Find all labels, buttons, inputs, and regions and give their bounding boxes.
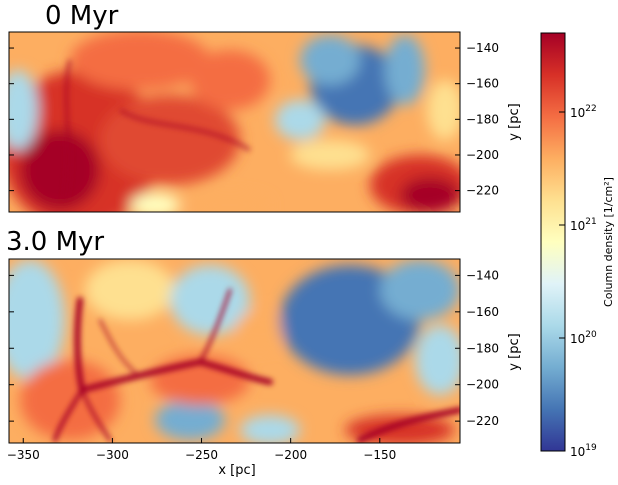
y-tick-label: −180 [466,112,499,126]
panel-title-bottom: 3.0 Myr [6,227,104,257]
y-tick-label: −140 [466,41,499,55]
colorbar-tick-label: 1019 [570,443,597,459]
y-axis-label-bottom: y [pc] [507,333,522,370]
y-tick-label: −160 [466,305,499,319]
colorbar [540,32,566,452]
x-tick-label: −300 [96,448,129,462]
y-axis-ticks-top: −140 −160 −180 −200 −220 [9,41,499,198]
x-axis-label: x [pc] [218,463,255,478]
y-tick-label: −220 [466,414,499,428]
y-axis-label-top: y [pc] [507,103,522,140]
x-tick-label: −350 [7,448,40,462]
x-tick-label: −250 [185,448,218,462]
colorbar-tick-label: 1020 [570,330,597,346]
colorbar-label: Column density [1/cm²] [602,177,615,307]
colorbar-tick-label: 1021 [570,217,597,233]
density-map-bottom [9,259,460,443]
y-tick-label: −220 [466,184,499,198]
y-tick-label: −180 [466,341,499,355]
colorbar-ticks: 1019 1020 1021 1022 [559,104,597,459]
y-tick-label: −140 [466,268,499,282]
x-tick-label: −150 [363,448,396,462]
y-tick-label: −160 [466,77,499,91]
plot-frame-top [8,31,461,213]
y-tick-label: −200 [466,378,499,392]
y-tick-label: −200 [466,148,499,162]
density-map-top [9,32,460,212]
y-axis-ticks-bottom: −140 −160 −180 −200 −220 [9,268,499,428]
panel-title-top: 0 Myr [45,1,119,31]
plot-frame-bottom [8,258,461,444]
colorbar-tick-label: 1022 [570,104,597,120]
x-axis-ticks-bottom: −350 −300 −250 −200 −150 [7,438,396,462]
x-tick-label: −200 [274,448,307,462]
